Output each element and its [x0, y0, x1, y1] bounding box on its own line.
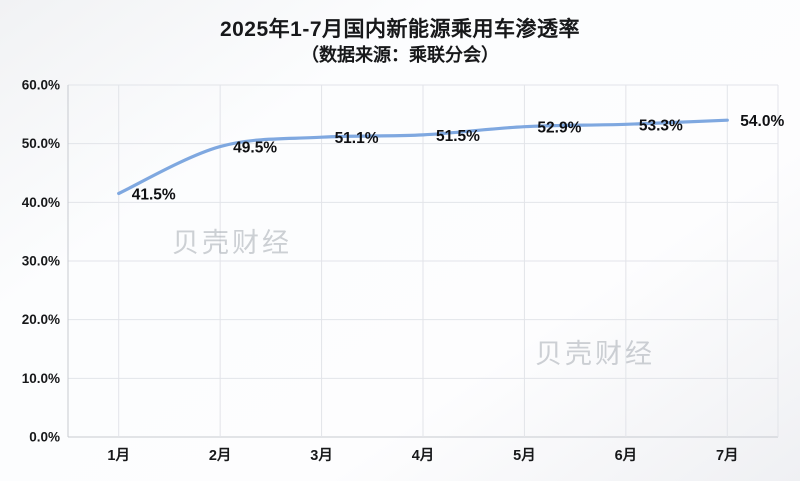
data-point-label: 51.5% [436, 128, 480, 145]
x-axis-tick-label: 4月 [412, 447, 435, 464]
x-axis-tick-label: 2月 [209, 447, 232, 464]
y-axis-tick-label: 30.0% [22, 254, 60, 269]
chart-title: 2025年1-7月国内新能源乘用车渗透率 [219, 18, 581, 41]
x-axis-tick-label: 6月 [615, 447, 638, 464]
x-axis-tick-label: 5月 [513, 447, 536, 464]
y-axis-tick-label: 40.0% [22, 195, 60, 210]
y-axis-tick-label: 60.0% [22, 78, 60, 93]
data-point-label: 41.5% [132, 187, 176, 204]
y-axis-tick-label: 50.0% [22, 136, 60, 151]
chart-subtitle: （数据来源：乘联分会） [301, 45, 499, 65]
data-point-label: 51.1% [335, 130, 379, 147]
x-axis-tick-label: 3月 [310, 447, 333, 464]
watermark-text: 贝壳财经 [172, 228, 292, 258]
data-point-label: 53.3% [639, 117, 683, 134]
x-axis-tick-label: 7月 [716, 447, 739, 464]
data-point-label: 54.0% [740, 113, 784, 130]
series-line [117, 118, 729, 196]
data-point-label: 52.9% [537, 120, 581, 137]
y-axis-tick-label: 20.0% [22, 312, 60, 327]
data-point-label: 49.5% [233, 140, 277, 157]
watermark-text: 贝壳财经 [535, 339, 655, 369]
y-axis-tick-label: 10.0% [22, 371, 60, 386]
y-axis-tick-label: 0.0% [29, 430, 60, 445]
x-axis-tick-label: 1月 [107, 447, 130, 464]
